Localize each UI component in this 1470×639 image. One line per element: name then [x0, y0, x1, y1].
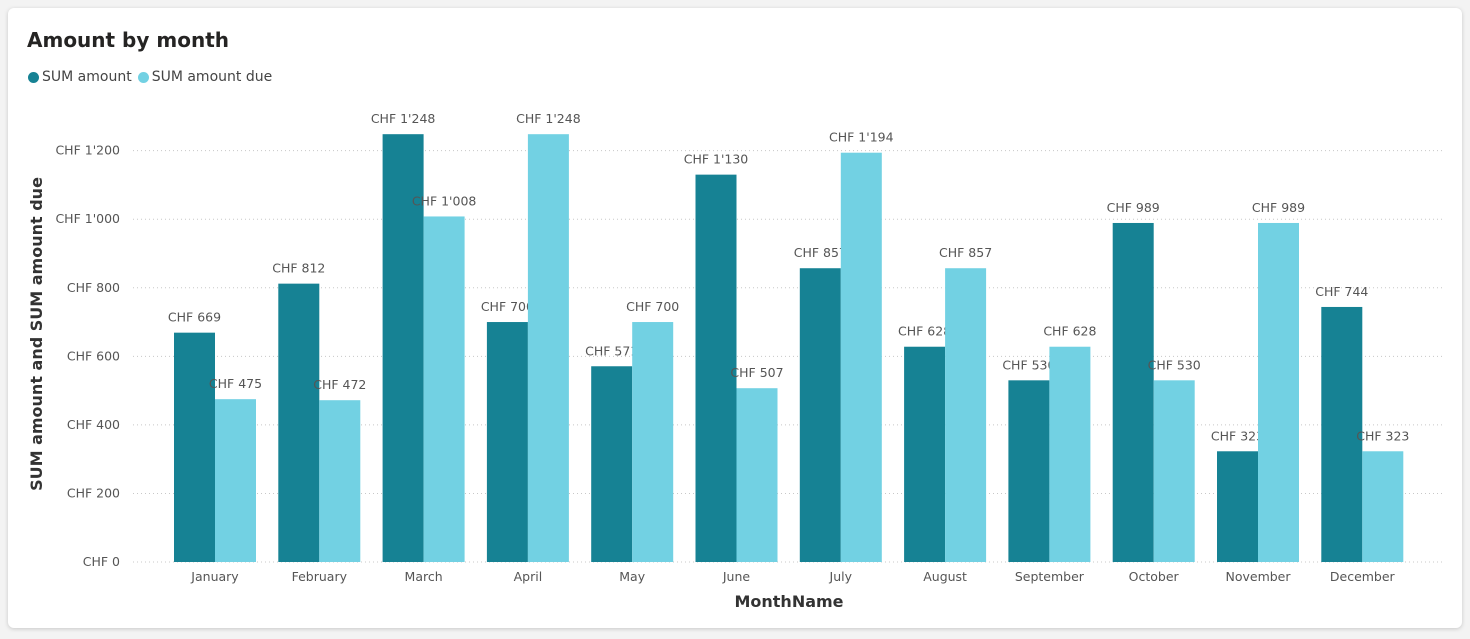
bar [1362, 451, 1404, 562]
data-label: CHF 530 [1148, 357, 1201, 372]
data-label: CHF 857 [939, 245, 992, 260]
y-tick-label: CHF 600 [67, 348, 120, 363]
bar [1217, 451, 1258, 562]
data-label: CHF 475 [209, 376, 262, 391]
data-label: CHF 989 [1107, 200, 1160, 215]
bar [695, 174, 737, 563]
bar [840, 152, 882, 563]
data-label: CHF 323 [1211, 428, 1264, 443]
bar [799, 268, 841, 562]
y-tick-label: CHF 0 [83, 554, 120, 569]
y-tick-label: CHF 200 [67, 485, 120, 500]
data-label: CHF 700 [626, 299, 679, 314]
bar [1258, 222, 1299, 562]
x-tick-label: June [722, 569, 751, 584]
y-tick-label: CHF 400 [67, 417, 120, 432]
x-tick-label: April [514, 569, 543, 584]
bar [632, 322, 674, 562]
bar [486, 322, 528, 562]
data-label: CHF 472 [313, 377, 366, 392]
x-tick-label: November [1225, 569, 1291, 584]
legend-label-sum-amount-due: SUM amount due [151, 69, 273, 85]
y-tick-label: CHF 800 [67, 280, 120, 295]
y-axis-title: SUM amount and SUM amount due [27, 177, 46, 491]
bar [945, 268, 987, 562]
chart-title: Amount by month [27, 28, 229, 52]
x-tick-label: February [292, 569, 348, 584]
x-tick-label: August [923, 569, 967, 584]
x-tick-label: December [1330, 569, 1396, 584]
data-label: CHF 744 [1315, 284, 1368, 299]
legend-dot-sum-amount [28, 71, 39, 83]
data-label: CHF 989 [1252, 200, 1305, 215]
bar [1153, 380, 1195, 562]
data-label: CHF 857 [794, 245, 847, 260]
legend-label-sum-amount: SUM amount [42, 69, 132, 85]
x-tick-label: January [190, 569, 239, 584]
data-label: CHF 1'248 [371, 111, 436, 126]
y-tick-label: CHF 1'000 [55, 211, 120, 226]
bar [527, 134, 569, 562]
bar [278, 283, 320, 562]
data-label: CHF 507 [730, 365, 783, 380]
bar [319, 400, 361, 562]
data-label: CHF 628 [898, 324, 951, 339]
data-label: CHF 571 [585, 343, 638, 358]
bar [1008, 380, 1050, 562]
data-label: CHF 1'194 [829, 130, 894, 145]
x-tick-label: March [405, 569, 443, 584]
bar [904, 346, 946, 562]
legend-item-sum-amount[interactable]: SUM amount [28, 69, 132, 85]
data-label: CHF 628 [1043, 324, 1096, 339]
bar [174, 332, 215, 562]
legend: SUM amount SUM amount due [28, 69, 278, 85]
x-tick-label: October [1129, 569, 1180, 584]
data-label: CHF 1'008 [412, 193, 477, 208]
legend-item-sum-amount-due[interactable]: SUM amount due [137, 69, 273, 85]
bar [1112, 222, 1154, 562]
data-label: CHF 669 [168, 310, 221, 325]
x-tick-label: May [619, 569, 645, 584]
data-label: CHF 1'248 [516, 111, 581, 126]
bar [591, 366, 633, 562]
bar [382, 134, 424, 562]
bar [215, 399, 256, 562]
data-label: CHF 700 [481, 299, 534, 314]
bar [1049, 346, 1091, 562]
data-label: CHF 530 [1002, 357, 1055, 372]
y-tick-label: CHF 1'200 [55, 143, 120, 158]
x-tick-label: July [829, 569, 853, 584]
bar [423, 216, 465, 563]
x-tick-label: September [1015, 569, 1085, 584]
data-label: CHF 1'130 [684, 152, 749, 167]
data-label: CHF 812 [272, 261, 325, 276]
data-label: CHF 323 [1356, 428, 1409, 443]
x-axis-title: MonthName [734, 592, 843, 611]
bar [736, 388, 778, 562]
bar [1321, 306, 1363, 562]
legend-dot-sum-amount-due [137, 71, 149, 83]
